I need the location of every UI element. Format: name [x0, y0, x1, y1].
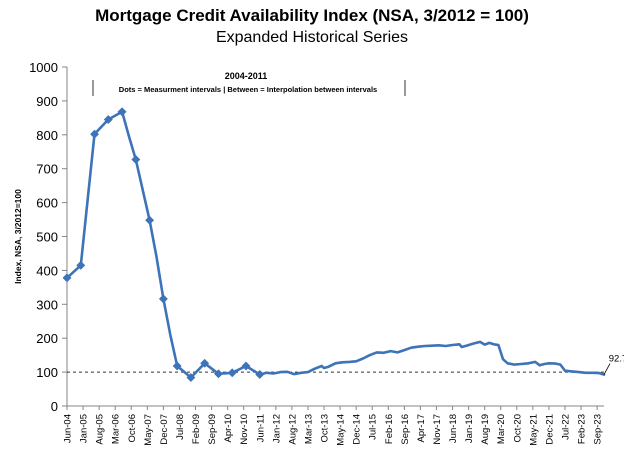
y-tick-label: 800	[36, 128, 58, 143]
data-point-marker	[89, 129, 100, 139]
x-tick-label: Sep-23	[593, 414, 604, 445]
last-value-label: 92.7	[609, 354, 624, 365]
x-tick-label: Jan-05	[79, 414, 90, 443]
x-tick-label: May-07	[143, 414, 154, 446]
x-tick-label: Apr-17	[416, 414, 427, 443]
x-tick-label: Jun-11	[255, 414, 266, 442]
y-tick-label: 0	[51, 399, 58, 414]
x-tick-label: Oct-13	[320, 414, 331, 443]
x-tick-label: Dec-14	[352, 414, 363, 445]
y-tick-label: 900	[36, 94, 58, 109]
x-tick-label: Nov-10	[239, 414, 250, 445]
data-point-marker	[186, 372, 196, 383]
x-tick-label: Aug-19	[480, 414, 491, 445]
last-value-leader	[603, 363, 611, 375]
x-tick-label: Sep-09	[207, 414, 218, 445]
x-tick-label: Nov-17	[432, 414, 443, 445]
data-point-marker	[227, 368, 237, 378]
x-tick-label: Jul-08	[175, 414, 186, 440]
data-point-marker	[76, 260, 86, 270]
x-tick-label: Jul-22	[560, 414, 571, 440]
data-point-marker	[103, 114, 113, 125]
chart-subtitle: Expanded Historical Series	[215, 29, 409, 46]
x-tick-label: Mar-06	[111, 414, 122, 444]
y-tick-label: 200	[36, 331, 58, 346]
x-tick-label: Dec-07	[159, 414, 170, 445]
y-tick-label: 400	[36, 263, 58, 278]
x-tick-label: Aug-05	[95, 414, 106, 445]
data-point-marker	[131, 154, 141, 165]
x-tick-label: Aug-12	[287, 414, 298, 445]
data-point-marker	[172, 361, 182, 371]
x-tick-label: May-21	[528, 414, 539, 446]
y-tick-label: 500	[36, 230, 58, 245]
x-tick-label: Feb-09	[191, 414, 202, 444]
x-tick-label: Jun-18	[448, 414, 459, 443]
series-line	[65, 110, 606, 379]
data-point-marker	[200, 358, 210, 368]
x-tick-label: Feb-16	[384, 414, 395, 444]
x-tick-label: Jan-12	[271, 414, 282, 443]
x-tick-label: Mar-20	[496, 414, 507, 444]
x-tick-label: Jan-19	[464, 414, 475, 443]
x-tick-label: Mar-13	[303, 414, 314, 444]
x-tick-label: Jul-15	[368, 414, 379, 440]
data-point-marker	[158, 294, 168, 304]
data-point-marker	[241, 361, 251, 371]
x-tick-label: Feb-23	[577, 414, 588, 444]
data-point-marker	[255, 369, 265, 380]
y-tick-label: 1000	[29, 60, 58, 75]
x-tick-label: Apr-10	[223, 414, 234, 443]
data-point-marker	[145, 215, 155, 225]
x-tick-label: Oct-20	[512, 414, 523, 443]
x-tick-label: Jun-04	[63, 414, 74, 443]
x-tick-label: Sep-16	[400, 414, 411, 445]
chart-title: Mortgage Credit Availability Index (NSA,…	[95, 6, 529, 25]
data-point-marker	[117, 107, 127, 117]
annotation-note: Dots = Measurment intervals | Between = …	[119, 85, 377, 94]
y-axis-title: Index, NSA, 3/2012=100	[13, 189, 23, 284]
y-tick-label: 100	[36, 365, 58, 380]
annotation-period: 2004-2011	[225, 71, 268, 81]
y-tick-label: 700	[36, 162, 58, 177]
x-tick-label: Oct-06	[127, 414, 138, 443]
y-tick-label: 300	[36, 297, 58, 312]
data-point-marker	[213, 369, 224, 379]
x-tick-label: Dec-21	[544, 414, 555, 445]
x-tick-label: May-14	[336, 414, 347, 446]
data-point-marker	[62, 273, 72, 283]
y-tick-label: 600	[36, 196, 58, 211]
